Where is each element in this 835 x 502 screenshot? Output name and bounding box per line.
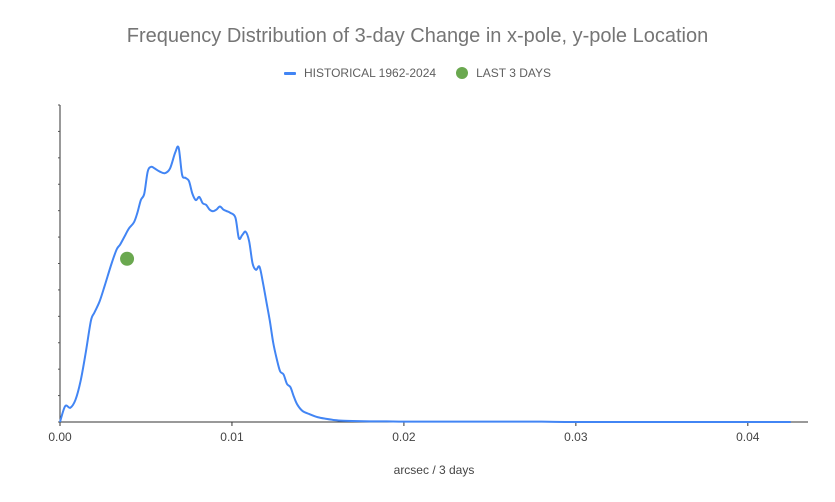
legend-dot-swatch: [456, 67, 469, 79]
x-tick-label: 0.01: [220, 430, 244, 444]
legend-item-last-3-days[interactable]: LAST 3 DAYS: [456, 66, 551, 80]
historical-series-line[interactable]: [59, 145, 791, 424]
legend-label-historical: HISTORICAL 1962-2024: [303, 66, 437, 80]
legend-line-swatch: [283, 71, 296, 75]
x-tick-label: 0.04: [736, 430, 760, 444]
chart-title: Frequency Distribution of 3-day Change i…: [126, 25, 709, 47]
legend-label-last-3-days: LAST 3 DAYS: [476, 66, 551, 80]
legend-item-historical[interactable]: HISTORICAL 1962-2024: [283, 66, 437, 80]
x-tick-label: 0.03: [564, 430, 588, 444]
last-3-days-point[interactable]: [120, 251, 135, 266]
x-tick-label: 0.00: [48, 430, 72, 444]
series-layer: [59, 145, 791, 424]
axes: 0.00 0.01 0.02 0.03 0.04: [48, 104, 808, 444]
x-axis-title: arcsec / 3 days: [394, 463, 475, 477]
x-tick-label: 0.02: [392, 430, 416, 444]
legend: HISTORICAL 1962-2024 LAST 3 DAYS: [0, 66, 835, 80]
